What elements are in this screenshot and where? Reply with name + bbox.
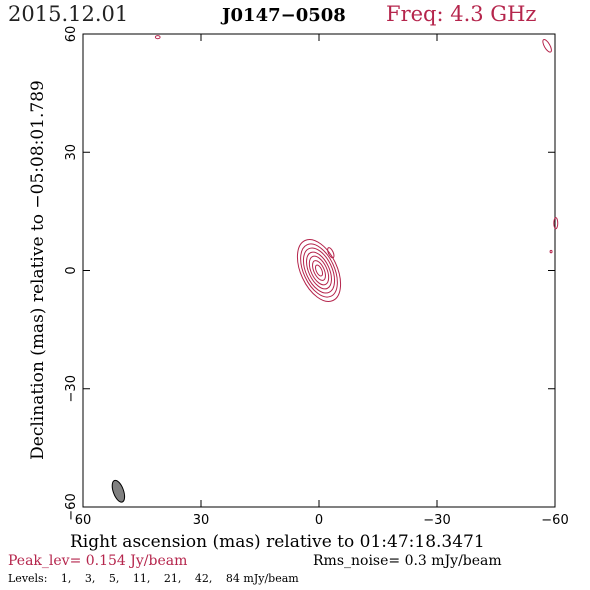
level-value: 5, bbox=[108, 572, 120, 585]
core-contour bbox=[300, 243, 338, 298]
level-value: 3, bbox=[84, 572, 96, 585]
core-contour bbox=[312, 260, 326, 281]
axis-ticks: 60 30 0 −30 −60 −60 −30 0 30 60 bbox=[64, 26, 569, 528]
contour-levels: Levels: 1, 3, 5, 11, 21, 42, 84 mJy/beam bbox=[8, 572, 309, 585]
y-tick-label: 30 bbox=[64, 144, 79, 161]
rms-noise: Rms_noise= 0.3 mJy/beam bbox=[313, 553, 502, 569]
core-contour bbox=[314, 264, 324, 277]
y-tick-label: 0 bbox=[64, 266, 79, 274]
contour-lines bbox=[111, 35, 559, 503]
x-tick-label: −30 bbox=[423, 513, 450, 528]
noise-contour bbox=[549, 249, 553, 254]
level-value: 1, bbox=[60, 572, 72, 585]
beam-ellipse bbox=[111, 479, 126, 503]
level-value: 84 mJy/beam bbox=[225, 572, 299, 585]
x-tick-label: 0 bbox=[315, 513, 323, 528]
x-tick-label: −60 bbox=[541, 513, 568, 528]
levels-label: Levels: bbox=[8, 572, 48, 585]
noise-contour bbox=[327, 247, 335, 259]
frequency-label: Freq: 4.3 GHz bbox=[386, 2, 537, 26]
y-tick-label: −60 bbox=[64, 493, 79, 520]
core-contour bbox=[306, 251, 332, 290]
plot-frame bbox=[82, 33, 556, 508]
source-name: J0147−0508 bbox=[222, 5, 346, 26]
y-tick-label: −30 bbox=[64, 375, 79, 402]
noise-contour bbox=[154, 35, 161, 40]
noise-contour bbox=[553, 217, 559, 230]
level-value: 21, bbox=[163, 572, 182, 585]
core-contour bbox=[302, 247, 336, 294]
x-axis-label: Right ascension (mas) relative to 01:47:… bbox=[70, 532, 485, 552]
x-tick-label: 30 bbox=[193, 513, 210, 528]
epoch-date: 2015.12.01 bbox=[8, 2, 129, 26]
x-tick-label: 60 bbox=[75, 513, 92, 528]
level-value: 11, bbox=[132, 572, 151, 585]
y-axis-label: Declination (mas) relative to −05:08:01.… bbox=[28, 80, 48, 460]
core-contour bbox=[308, 255, 330, 286]
peak-level: Peak_lev= 0.154 Jy/beam bbox=[8, 553, 188, 569]
y-tick-label: 60 bbox=[64, 26, 79, 43]
noise-contour bbox=[542, 39, 552, 53]
level-value: 42, bbox=[194, 572, 213, 585]
core-contour bbox=[296, 239, 342, 302]
